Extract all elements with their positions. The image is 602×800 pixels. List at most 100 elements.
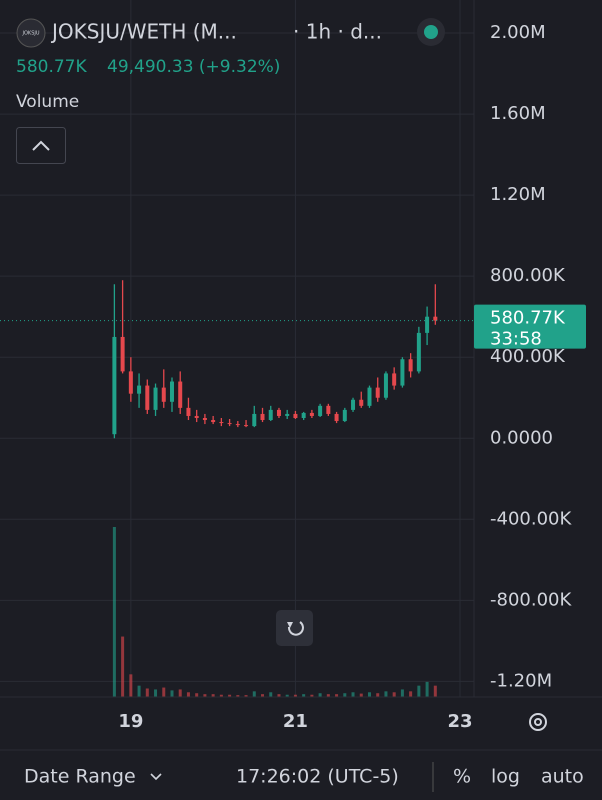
- candle-body: [169, 381, 174, 402]
- log-toggle[interactable]: log: [491, 766, 520, 788]
- date-range-caret: [150, 773, 162, 781]
- clock[interactable]: 17:26:02 (UTC-5): [236, 766, 399, 788]
- interval[interactable]: · 1h · d...: [293, 20, 382, 44]
- volume-bar: [129, 674, 133, 697]
- candle-body: [342, 409, 347, 422]
- candle-body: [285, 413, 290, 416]
- candle-body: [351, 399, 356, 410]
- candle-body: [120, 336, 125, 372]
- y-tick-label: 1.60M: [490, 103, 546, 124]
- x-tick-label: 19: [118, 711, 143, 732]
- candle-body: [186, 407, 191, 416]
- candle-body: [268, 409, 273, 421]
- volume-bar: [425, 681, 429, 697]
- volume-bar: [392, 692, 396, 697]
- settings-icon[interactable]: [529, 713, 547, 731]
- candle-body: [433, 316, 438, 321]
- reset-icon: [287, 621, 304, 636]
- volume-bar: [384, 691, 388, 697]
- volume-bar: [326, 694, 330, 697]
- volume-bar: [269, 692, 273, 697]
- volume-bar: [417, 685, 421, 697]
- candle-body: [318, 405, 323, 416]
- candle-body: [383, 373, 388, 398]
- pane-label: Volume: [16, 92, 79, 112]
- x-tick-label: 21: [283, 711, 308, 732]
- candle-body: [112, 336, 117, 435]
- reset-arrow: [287, 622, 293, 628]
- y-tick-label: 2.00M: [490, 22, 546, 43]
- candle-body: [211, 420, 216, 423]
- token-icon-text: JOKSJU: [22, 31, 40, 37]
- reset-button[interactable]: [276, 610, 313, 646]
- volume-bar: [335, 694, 339, 697]
- percent-toggle[interactable]: %: [453, 766, 471, 788]
- status-dot: [424, 25, 438, 39]
- candle-body: [375, 387, 380, 398]
- volume-bar: [244, 695, 248, 697]
- volume-bar: [343, 693, 347, 697]
- countdown: 33:58: [490, 329, 542, 350]
- volume-bar: [367, 692, 371, 697]
- last-price: 580.77K: [16, 57, 87, 77]
- volume-bar: [170, 690, 174, 697]
- y-tick-label: -1.20M: [490, 670, 552, 691]
- candle-body: [145, 385, 150, 410]
- candle-body: [367, 387, 372, 406]
- candle-body: [425, 316, 430, 333]
- candle-body: [309, 412, 314, 416]
- volume-bar: [400, 689, 404, 697]
- auto-toggle[interactable]: auto: [541, 766, 584, 788]
- volume-bar: [351, 692, 355, 697]
- price-label-box: [474, 304, 586, 349]
- volume-bar: [228, 694, 232, 697]
- volume-bar: [121, 636, 125, 697]
- volume-bar: [293, 694, 297, 697]
- volume-bar: [211, 694, 215, 697]
- candle-body: [194, 415, 199, 418]
- y-tick-label: 1.20M: [490, 184, 546, 205]
- volume-bar: [154, 689, 158, 697]
- candle-body: [416, 332, 421, 372]
- change: 49,490.33 (+9.32%): [107, 57, 280, 77]
- y-tick-label: -800.00K: [490, 589, 572, 610]
- y-tick-label: 0.0000: [490, 427, 553, 448]
- candle-body: [244, 425, 249, 427]
- candle-body: [260, 413, 265, 421]
- candle-body: [137, 385, 142, 394]
- candle-body: [178, 381, 183, 408]
- candle-body: [128, 371, 133, 394]
- candle-body: [408, 359, 413, 372]
- candle-body: [202, 417, 207, 421]
- volume-bar: [277, 694, 281, 697]
- settings-icon-core: [534, 718, 542, 726]
- volume-bar: [261, 694, 265, 697]
- chevron-up: [32, 140, 50, 151]
- volume-bar: [409, 691, 413, 697]
- y-tick-label: 800.00K: [490, 265, 566, 286]
- volume-bar: [112, 527, 116, 697]
- volume-bar: [359, 693, 363, 697]
- volume-bar: [178, 689, 182, 697]
- volume-bar: [318, 693, 322, 697]
- symbol[interactable]: JOKSJU/WETH (M...: [50, 20, 237, 44]
- collapse-button[interactable]: [16, 127, 66, 164]
- volume-bar: [433, 685, 437, 697]
- candle-body: [153, 387, 158, 410]
- volume-bar: [137, 685, 141, 697]
- volume-bar: [203, 694, 207, 697]
- volume-bar: [310, 694, 314, 697]
- volume-bar: [195, 693, 199, 697]
- candle-body: [334, 413, 339, 422]
- token-icon: [16, 18, 46, 48]
- x-tick-label: 23: [447, 711, 472, 732]
- y-tick-label: -400.00K: [490, 508, 572, 529]
- date-range[interactable]: Date Range: [24, 766, 136, 788]
- candle-body: [326, 405, 331, 414]
- volume-bar: [145, 688, 149, 697]
- volume-bar: [219, 694, 223, 697]
- candle-body: [235, 424, 240, 426]
- candle-body: [392, 373, 397, 386]
